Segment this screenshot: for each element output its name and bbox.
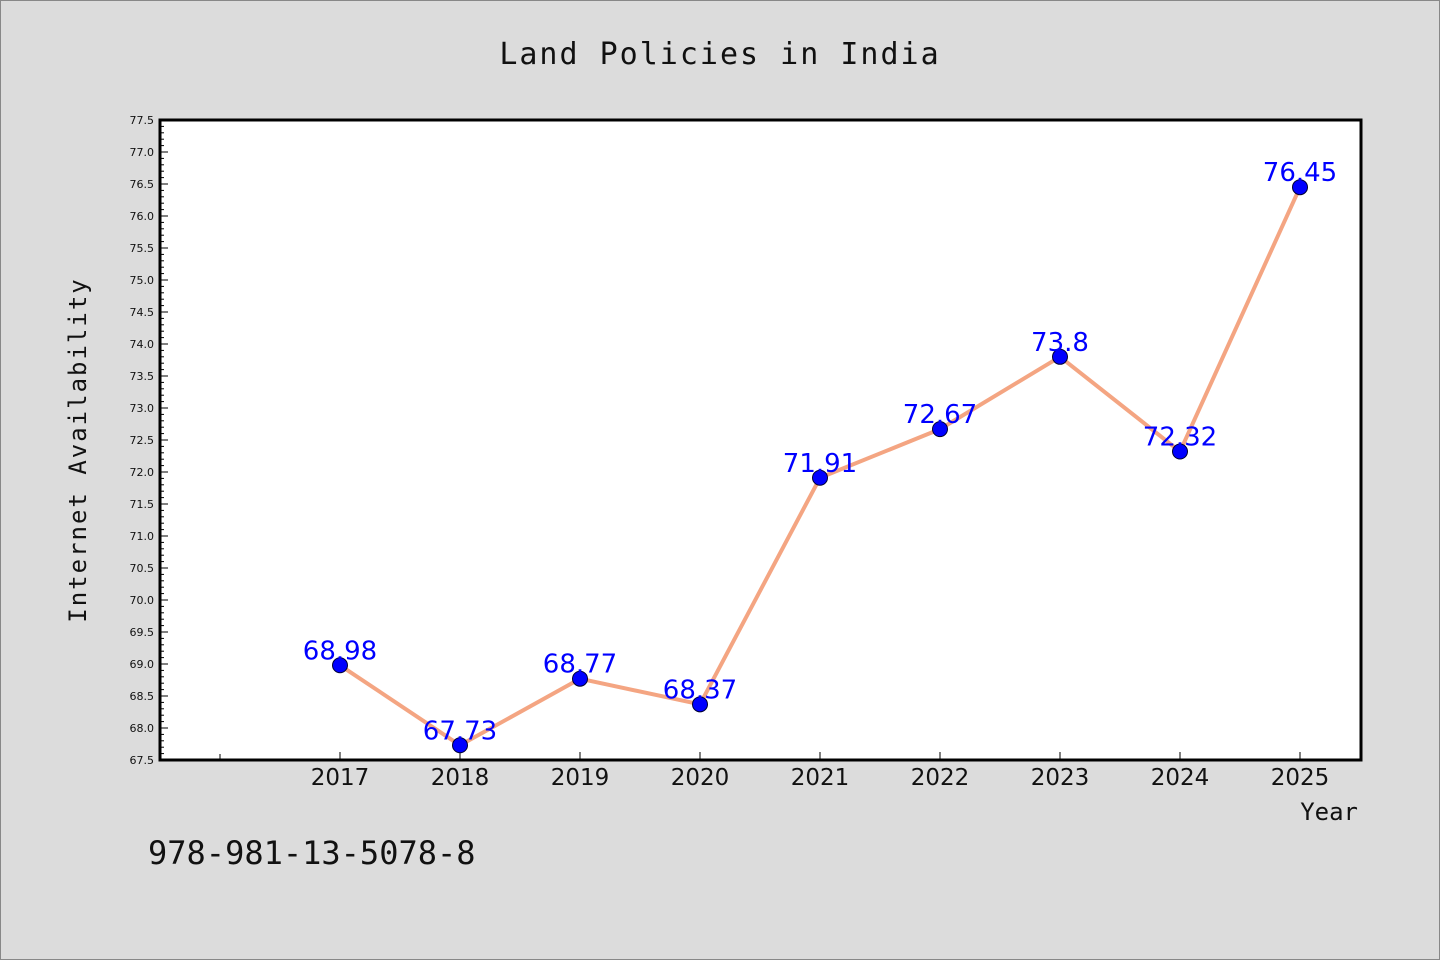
- y-axis-label: Internet Availability: [64, 277, 92, 622]
- y-tick-label: 69.5: [130, 626, 155, 639]
- x-tick-label: 2021: [791, 765, 850, 791]
- y-tick-label: 68.0: [130, 722, 155, 735]
- isbn-text: 978-981-13-5078-8: [148, 834, 476, 872]
- y-tick-label: 75.5: [130, 242, 155, 255]
- data-point: [332, 657, 348, 674]
- x-tick-label: 2024: [1151, 765, 1210, 791]
- data-label: 68.37: [663, 675, 737, 705]
- data-label: 73.8: [1031, 328, 1089, 358]
- y-tick-label: 69.0: [130, 658, 155, 671]
- data-label: 68.98: [303, 636, 377, 666]
- x-axis: 2017 2018 2019 2020 2021 2022 2023 2024 2025: [219, 752, 1330, 791]
- y-tick-label: 73.0: [130, 402, 155, 415]
- y-tick-label: 70.5: [130, 562, 155, 575]
- data-point: [452, 737, 468, 754]
- x-tick-label: 2020: [671, 765, 730, 791]
- y-tick-label: 76.0: [130, 210, 155, 223]
- y-tick-label: 77.0: [130, 146, 155, 159]
- y-tick-label: 74.5: [130, 306, 155, 319]
- data-point: [1052, 348, 1068, 365]
- x-tick-label: 2018: [431, 765, 490, 791]
- data-label: 71.91: [783, 449, 857, 479]
- y-tick-label: 77.5: [130, 114, 155, 127]
- series-line-group: 68.98 67.73 68.77 68.37 71.91 72.67 73.8 72.32 7…: [303, 158, 1337, 754]
- y-tick-label: 75.0: [130, 274, 155, 287]
- y-tick-label: 73.5: [130, 370, 155, 383]
- y-tick-label: 71.0: [130, 530, 155, 543]
- x-tick-label: 2022: [911, 765, 970, 791]
- x-tick-label: 2025: [1271, 765, 1330, 791]
- y-tick-label: 74.0: [130, 338, 155, 351]
- data-point: [932, 421, 948, 438]
- y-tick-label: 72.0: [130, 466, 155, 479]
- data-label: 68.77: [543, 650, 617, 680]
- data-point: [692, 696, 708, 713]
- data-label: 72.32: [1143, 423, 1217, 453]
- x-tick-label: 2019: [551, 765, 610, 791]
- y-tick-label: 70.0: [130, 594, 155, 607]
- y-tick-label: 68.5: [130, 690, 155, 703]
- x-tick-label: 2023: [1031, 765, 1090, 791]
- plot-area: [158, 118, 1363, 762]
- data-point: [572, 670, 588, 687]
- chart-title: Land Policies in India: [499, 37, 940, 72]
- data-label: 76.45: [1263, 158, 1337, 188]
- y-tick-label: 72.5: [130, 434, 155, 447]
- data-label: 72.67: [903, 400, 977, 430]
- y-tick-label: 76.5: [130, 178, 155, 191]
- data-point: [812, 469, 828, 486]
- y-tick-label: 71.5: [130, 498, 155, 511]
- data-point: [1292, 179, 1308, 196]
- data-point: [1172, 443, 1188, 460]
- y-tick-label: 67.5: [130, 754, 155, 767]
- x-tick-label: 2017: [311, 765, 370, 791]
- x-axis-label: Year: [1300, 798, 1358, 826]
- data-label: 67.73: [423, 716, 497, 746]
- y-axis: 67.5 68.0 68.5 69.0 69.5 70.0 70.5 71.0 71.5 72.0…: [130, 114, 168, 767]
